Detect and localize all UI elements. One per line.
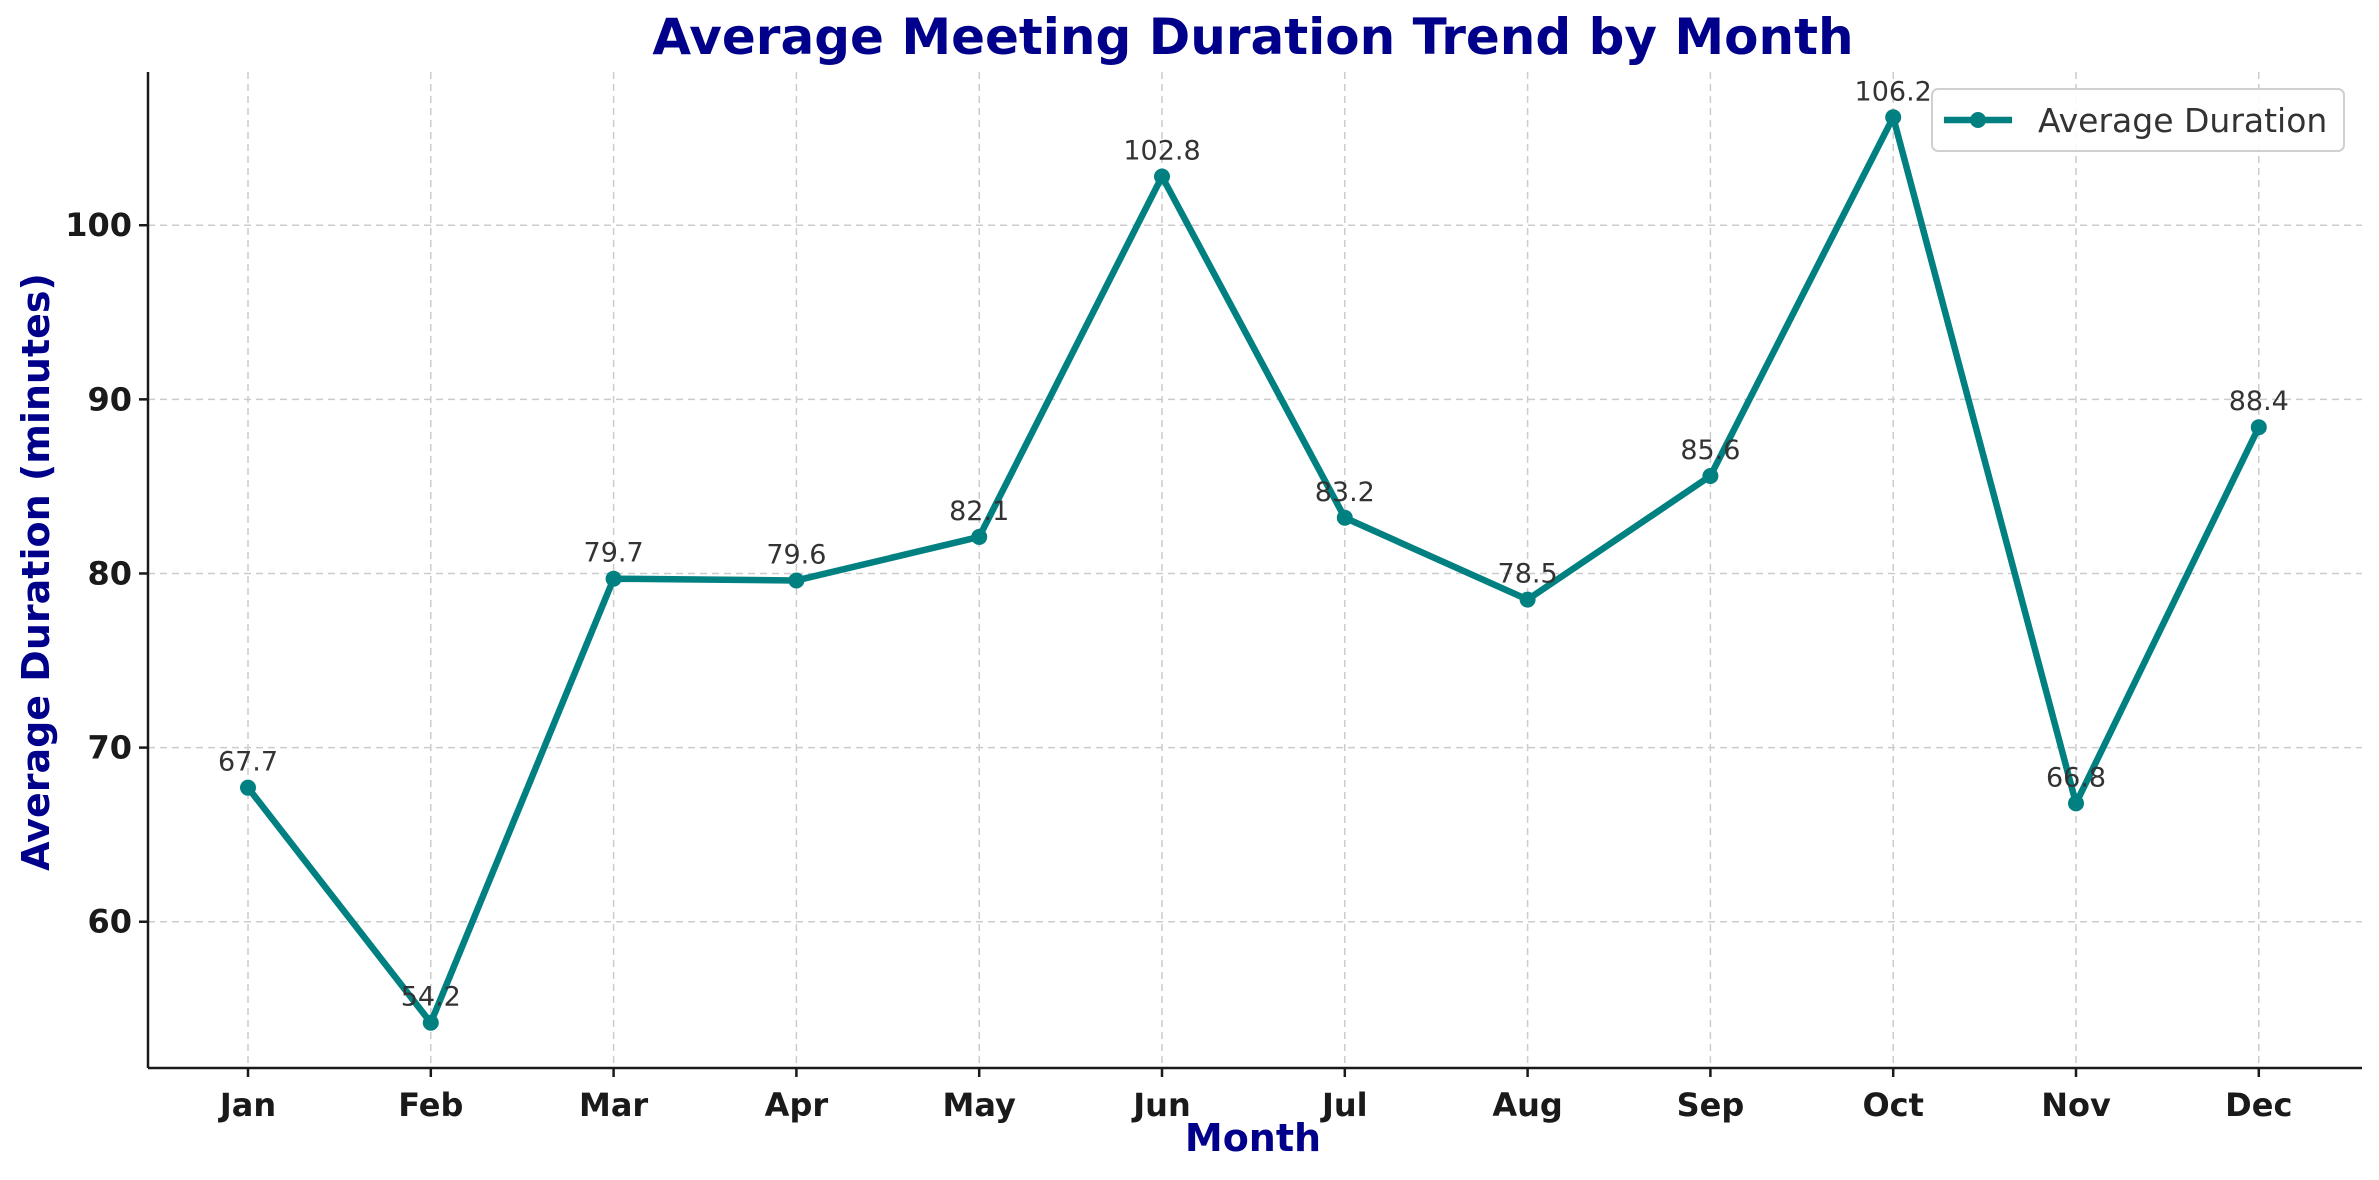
x-tick-label: Apr [765,1086,829,1124]
x-tick-label: Oct [1862,1086,1923,1124]
x-tick-label: Dec [2225,1086,2292,1124]
data-point [971,528,988,545]
x-tick-label: Feb [398,1086,463,1124]
x-tick-label: Jul [1320,1086,1368,1124]
y-tick-label: 100 [65,206,132,244]
x-tick-label: Nov [2041,1086,2111,1124]
data-label: 83.2 [1315,477,1375,508]
x-tick-label: Jan [218,1086,276,1124]
data-label: 102.8 [1123,135,1200,166]
data-label: 54.2 [401,982,461,1013]
data-label: 85.6 [1680,435,1740,466]
y-tick-label: 80 [87,554,132,592]
legend-box [1931,88,2345,152]
data-point [1702,467,1719,484]
data-label: 106.2 [1855,76,1932,107]
data-label: 88.4 [2229,386,2289,417]
data-label: 78.5 [1498,559,1558,590]
data-label: 79.7 [584,538,644,569]
x-tick-label: May [943,1086,1016,1124]
y-axis-label: Average Duration (minutes) [14,273,58,871]
data-point [2250,419,2267,436]
data-label: 66.8 [2046,762,2106,793]
series-line [245,114,2262,1026]
axes [146,72,2362,1070]
data-point [240,779,256,796]
data-point [2068,795,2084,812]
data-point [1154,168,1170,185]
y-ticks: 60 70 80 90 100 [65,206,148,941]
data-labels: 67.7 54.2 79.7 79.6 82.1 102.8 83.2 78.5 85.6 106… [218,76,2289,1012]
data-point [422,1014,439,1031]
data-label: 82.1 [949,496,1009,527]
legend-marker [1970,112,1986,128]
series [240,109,2267,1031]
chart-title: Average Meeting Duration Trend by Month [652,8,1853,66]
legend: Average Duration [1931,88,2345,152]
data-point [1519,591,1536,608]
x-axis-label: Month [1185,1116,1321,1160]
data-point [1885,109,1902,126]
x-tick-label: Sep [1677,1086,1745,1124]
x-ticks: Jan Feb Mar Apr May Jun Jul Aug Sep Oct Nov Dec [218,1068,2292,1124]
x-tick-label: Aug [1492,1086,1562,1124]
data-label: 67.7 [218,747,278,778]
data-point [788,572,805,589]
data-point [605,570,622,587]
data-label: 79.6 [766,539,826,570]
x-tick-label: Mar [579,1086,648,1124]
y-tick-label: 90 [87,380,132,418]
x-tick-label: Jun [1131,1086,1190,1124]
y-tick-label: 60 [87,903,132,941]
legend-label: Average Duration [2038,101,2327,140]
data-point [1336,509,1353,526]
grid [148,72,2362,1068]
y-tick-label: 70 [87,729,132,767]
